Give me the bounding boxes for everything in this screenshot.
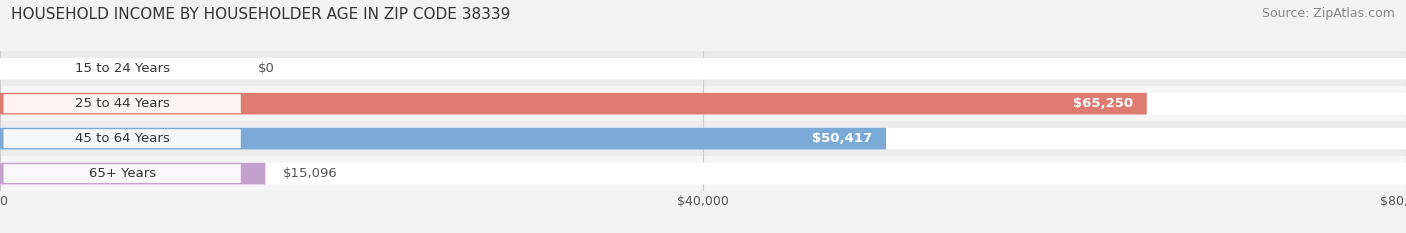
FancyBboxPatch shape — [0, 93, 1406, 115]
FancyBboxPatch shape — [0, 163, 266, 185]
FancyBboxPatch shape — [0, 128, 1406, 150]
Text: 25 to 44 Years: 25 to 44 Years — [75, 97, 170, 110]
Text: 45 to 64 Years: 45 to 64 Years — [75, 132, 170, 145]
Text: $50,417: $50,417 — [811, 132, 872, 145]
Bar — [0, 156, 1406, 191]
FancyBboxPatch shape — [3, 164, 240, 183]
Bar — [0, 121, 1406, 156]
FancyBboxPatch shape — [3, 94, 240, 113]
FancyBboxPatch shape — [0, 93, 1147, 115]
Text: Source: ZipAtlas.com: Source: ZipAtlas.com — [1261, 7, 1395, 20]
Bar — [0, 86, 1406, 121]
Text: HOUSEHOLD INCOME BY HOUSEHOLDER AGE IN ZIP CODE 38339: HOUSEHOLD INCOME BY HOUSEHOLDER AGE IN Z… — [11, 7, 510, 22]
FancyBboxPatch shape — [0, 128, 886, 150]
Text: $65,250: $65,250 — [1073, 97, 1133, 110]
Text: $15,096: $15,096 — [283, 167, 337, 180]
Text: 65+ Years: 65+ Years — [89, 167, 156, 180]
FancyBboxPatch shape — [0, 163, 1406, 185]
FancyBboxPatch shape — [3, 129, 240, 148]
FancyBboxPatch shape — [3, 59, 240, 78]
Text: 15 to 24 Years: 15 to 24 Years — [75, 62, 170, 75]
FancyBboxPatch shape — [0, 58, 1406, 80]
Bar — [0, 51, 1406, 86]
Text: $0: $0 — [259, 62, 276, 75]
